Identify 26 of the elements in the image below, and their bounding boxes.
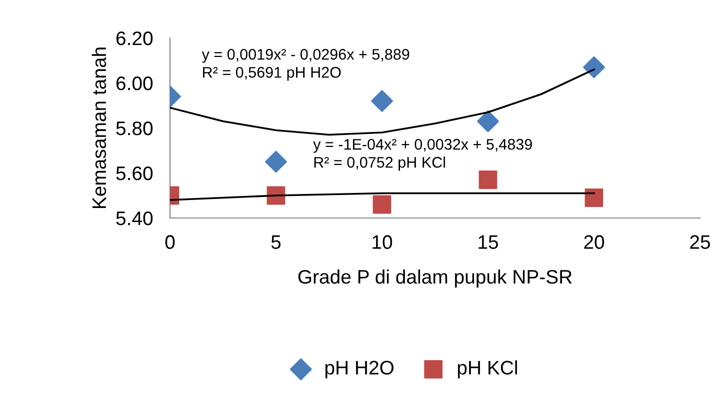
point — [478, 170, 498, 189]
annotation: R² = 0,0752 pH KCl — [314, 156, 445, 171]
y-tick-label: 5.40 — [116, 211, 153, 226]
y-axis-title: Kemasaman tanah — [92, 48, 106, 208]
annotation: y = -1E-04x² + 0,0032x + 5,4839 — [313, 138, 532, 153]
x-axis-title: Grade P di dalam pupuk NP-SR — [298, 269, 572, 288]
legend-label: pH H2O — [325, 360, 394, 378]
y-tick-label: 6.20 — [116, 31, 153, 46]
y-tick-label: 5.60 — [116, 166, 153, 180]
x-tick-label: 25 — [690, 235, 710, 249]
x-tick-label: 15 — [478, 235, 498, 249]
x-tick-label: 10 — [372, 235, 392, 249]
point — [371, 90, 393, 112]
annotation: R² = 0,5691 pH H2O — [203, 66, 341, 81]
x-tick-label: 5 — [271, 235, 281, 249]
y-tick-label: 6.00 — [116, 76, 153, 90]
point — [265, 150, 287, 173]
point — [372, 195, 392, 214]
annotation: y = 0,0019x² - 0,0296x + 5,889 — [202, 48, 410, 63]
x-tick-label: 20 — [584, 235, 604, 249]
point — [584, 188, 604, 207]
x-tick-label: 0 — [165, 235, 175, 249]
point — [583, 56, 605, 78]
y-tick-label: 5.80 — [116, 121, 153, 136]
point — [477, 110, 499, 132]
legend-label: pH KCl — [458, 360, 517, 378]
